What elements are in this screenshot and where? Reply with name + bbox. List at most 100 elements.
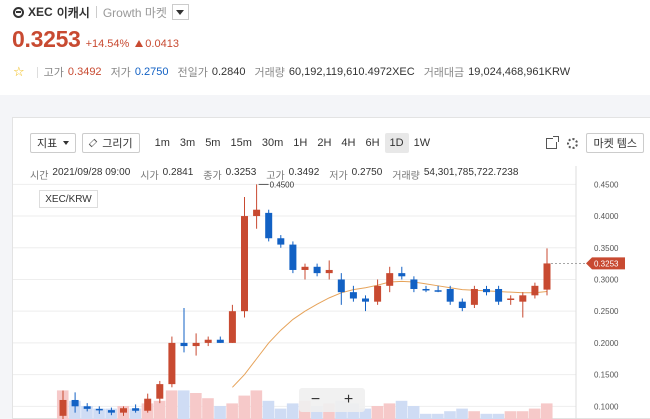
candle-body: [277, 238, 285, 245]
volume-bar: [444, 411, 456, 419]
indicator-button[interactable]: 지표: [30, 133, 77, 153]
candle-body: [349, 292, 357, 299]
candle-body: [410, 279, 418, 289]
volume-bar: [81, 406, 93, 419]
stat-label: 거래대금: [423, 67, 465, 79]
candle-body: [495, 288, 503, 302]
candle-body: [132, 408, 140, 411]
period-tab-15m[interactable]: 15m: [230, 137, 252, 149]
current-price-label: 0.3253: [594, 259, 619, 268]
current-price-tag: [586, 257, 625, 270]
indicator-label: 지표: [37, 138, 58, 150]
low-label: 저가: [329, 171, 348, 182]
volume-bar: [359, 408, 372, 419]
volume-bar: [311, 406, 323, 419]
high-value: 0.3492: [288, 167, 320, 178]
y-tick-label: 0.1000: [594, 402, 619, 411]
volume-bar: [540, 403, 553, 419]
market-template-button[interactable]: 마켓 템스: [586, 133, 644, 153]
chart-toolbar: 지표 그리기 1m 3m 5m 15m 30m 1H 2H 4H 6H 1D 1W: [30, 133, 435, 153]
candle-body: [95, 408, 103, 411]
volume-bar: [371, 406, 384, 419]
stat-value: 0.2750: [134, 66, 169, 78]
max-price-label: 0.4500: [270, 180, 295, 189]
volume-bar: [528, 408, 541, 419]
period-tab-30m[interactable]: 30m: [261, 137, 284, 149]
time-label: 시간: [30, 171, 49, 182]
time-value: 2021/09/28 09:00: [52, 167, 131, 178]
stat-value: 60,192,119,610.4972: [288, 66, 393, 78]
candle-body: [446, 288, 454, 302]
period-tab-1m[interactable]: 1m: [154, 137, 170, 149]
change-percent: +14.54%: [85, 38, 130, 50]
candle-body: [386, 273, 394, 286]
volume-bar: [165, 390, 178, 419]
volume-value: 54,301,785,722.7238: [423, 167, 519, 178]
candle-body: [325, 269, 333, 274]
chart-card: 지표 그리기 1m 3m 5m 15m 30m 1H 2H 4H 6H 1D 1W 마켓 템스 시간…: [12, 117, 650, 419]
change-amount-value: 0.0413: [145, 38, 179, 50]
period-tab-3m[interactable]: 3m: [179, 137, 196, 149]
y-tick-label: 0.2500: [594, 307, 619, 316]
change-amount: 0.0413: [135, 38, 179, 50]
period-tab-1w[interactable]: 1W: [413, 137, 431, 149]
volume-bar: [419, 413, 432, 419]
open-label: 시가: [140, 171, 159, 182]
volume-bar: [274, 408, 287, 419]
y-tick-label: 0.4000: [594, 212, 619, 221]
market-dropdown-button[interactable]: [171, 4, 189, 20]
period-tab-6h[interactable]: 6H: [365, 137, 380, 149]
gear-icon[interactable]: [567, 137, 579, 149]
coin-symbol: XEC: [28, 5, 53, 19]
volume-bar: [190, 393, 202, 419]
volume-bar: [177, 390, 190, 419]
volume-bar: [250, 390, 263, 419]
volume-label: 거래량: [392, 171, 420, 182]
period-tab-2h[interactable]: 2H: [317, 137, 332, 149]
volume-bar: [153, 400, 166, 419]
zoom-controls: − +: [299, 388, 365, 412]
candle-body: [156, 384, 164, 399]
candle-body: [216, 339, 224, 343]
external-link-icon[interactable]: [546, 135, 560, 149]
volume-bar: [395, 400, 408, 419]
candle-body: [192, 342, 200, 347]
y-tick-label: 0.2000: [594, 339, 619, 348]
open-value: 0.2841: [162, 167, 194, 178]
candle-body: [107, 410, 115, 413]
zoom-out-button[interactable]: −: [310, 391, 321, 408]
candle-body: [434, 290, 442, 292]
candle-body: [337, 279, 345, 293]
candle-body: [374, 285, 382, 302]
candle-body: [543, 263, 551, 290]
candle-body: [458, 301, 466, 309]
candle-body: [362, 298, 369, 302]
volume-bar: [504, 411, 517, 419]
volume-bar: [286, 403, 299, 419]
up-triangle-icon: [135, 40, 144, 47]
stat-value: 0.3492: [67, 66, 102, 78]
period-tab-5m[interactable]: 5m: [205, 137, 221, 149]
volume-bar: [202, 398, 214, 419]
candlestick-chart[interactable]: 0.45000.06270.10000.15000.20000.25000.30…: [13, 118, 650, 419]
coin-header: XEC 이캐시 Growth 마켓 0.3253 +14.54% 0.0413 …: [0, 0, 650, 95]
stat-value: 19,024,468,961: [468, 66, 545, 78]
pair-label: XEC/KRW: [39, 190, 98, 208]
candle-body: [59, 399, 67, 416]
zoom-in-button[interactable]: +: [343, 391, 354, 408]
y-tick-label: 0.3000: [594, 275, 619, 284]
candle-body: [470, 288, 478, 305]
title-divider: [95, 6, 97, 18]
volume-bar: [383, 403, 396, 419]
candle-body: [531, 285, 539, 296]
period-tab-1d[interactable]: 1D: [384, 133, 409, 153]
candle-body: [144, 398, 152, 411]
volume-bar: [456, 408, 468, 419]
favorite-star-icon[interactable]: ☆: [13, 64, 25, 79]
candle-body: [519, 295, 527, 302]
market-template-label: 마켓 템스: [593, 138, 637, 150]
candle-body: [289, 244, 297, 270]
period-tab-1h[interactable]: 1H: [293, 137, 308, 149]
draw-button[interactable]: 그리기: [82, 133, 140, 153]
period-tab-4h[interactable]: 4H: [341, 137, 356, 149]
